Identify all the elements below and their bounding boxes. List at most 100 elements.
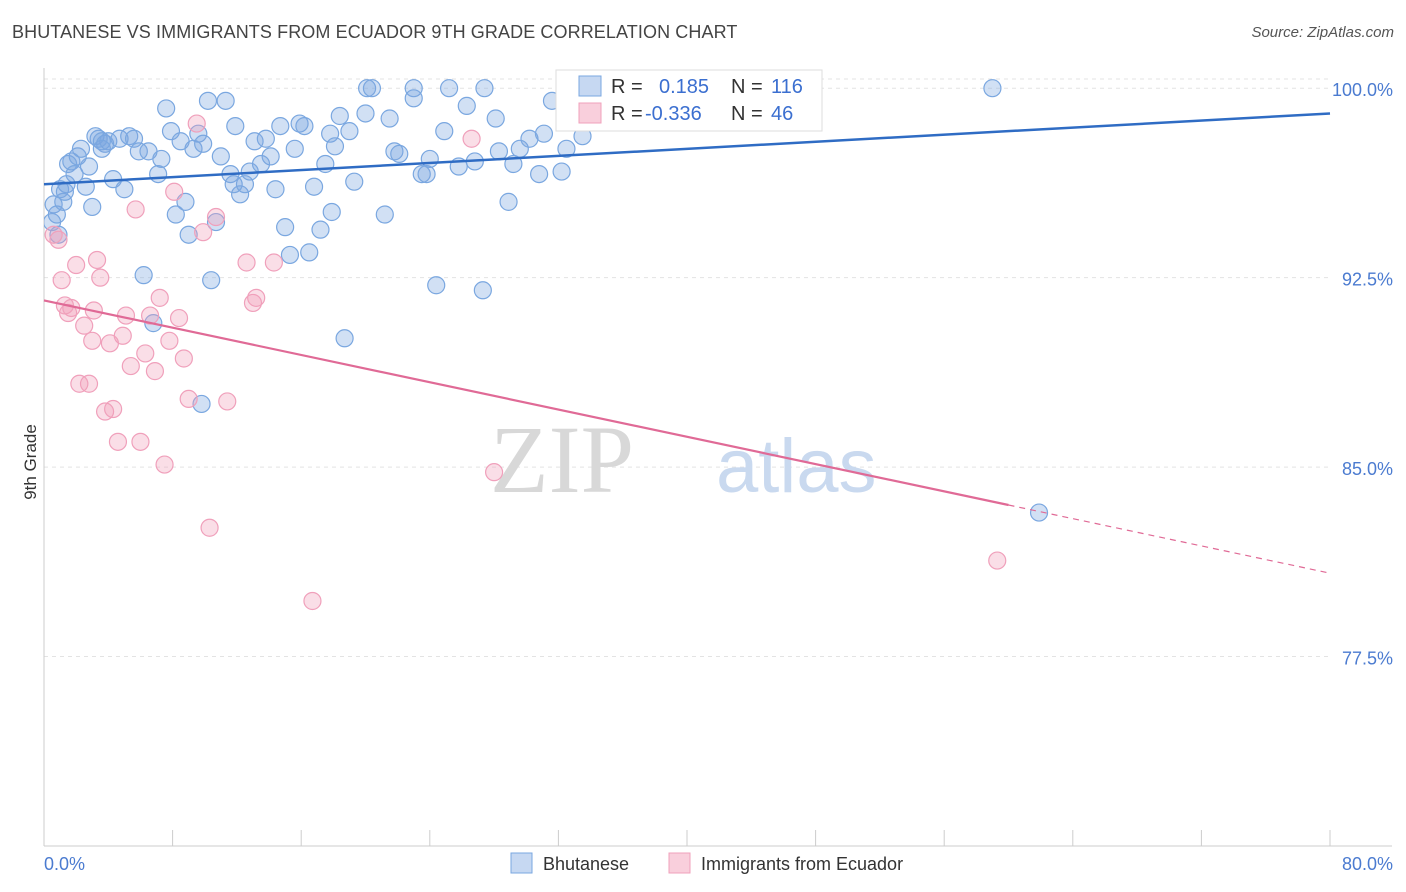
data-point <box>489 142 509 161</box>
legend-label-bhutanese: Bhutanese <box>543 854 629 874</box>
data-point <box>91 268 110 287</box>
data-point <box>261 147 280 166</box>
data-point <box>557 139 576 158</box>
data-point <box>285 139 304 158</box>
trend-line-ecuador <box>43 299 1009 507</box>
data-point <box>988 551 1007 570</box>
data-point <box>280 245 300 265</box>
bottom-legend: Bhutanese Immigrants from Ecuador <box>510 852 903 874</box>
stats-swatch-ecuador <box>578 102 602 124</box>
data-point <box>145 362 165 381</box>
data-point <box>202 271 221 290</box>
data-point <box>134 266 153 285</box>
data-point <box>99 132 118 151</box>
data-point <box>206 207 226 227</box>
data-point <box>70 374 89 393</box>
data-point <box>276 218 295 237</box>
data-point <box>439 79 459 98</box>
data-point <box>108 432 128 451</box>
data-point <box>166 205 185 224</box>
y-tick-label: 100.0% <box>1332 80 1393 100</box>
data-point <box>300 243 319 262</box>
data-point <box>187 114 206 133</box>
y-tick-labels: 100.0% 92.5% 85.0% 77.5% <box>1332 80 1393 668</box>
data-point <box>304 177 324 196</box>
data-point <box>179 225 198 244</box>
stats-n-label-2: N = <box>731 103 763 125</box>
data-point <box>473 281 492 300</box>
stats-n-label-1: N = <box>731 76 763 98</box>
y-tick-label: 92.5% <box>1342 270 1393 290</box>
data-point <box>75 316 94 335</box>
data-point <box>179 389 198 409</box>
y-tick-label: 85.0% <box>1342 459 1393 479</box>
stats-legend: R = 0.185 N = 116 R = -0.336 N = 46 <box>555 69 823 132</box>
data-point <box>322 202 341 222</box>
data-point <box>362 79 382 98</box>
data-point <box>218 392 237 411</box>
data-point <box>290 114 309 133</box>
data-point <box>174 349 193 368</box>
stats-r-value-1: 0.185 <box>659 76 709 98</box>
data-point <box>404 79 423 98</box>
legend-label-ecuador: Immigrants from Ecuador <box>701 854 903 874</box>
data-point <box>136 344 155 363</box>
points-layer <box>44 79 1049 611</box>
data-point <box>52 271 71 290</box>
data-point <box>206 212 226 232</box>
data-point <box>303 591 322 611</box>
data-point <box>194 134 213 153</box>
data-point <box>457 96 476 115</box>
y-tick-label: 77.5% <box>1342 649 1393 669</box>
data-point <box>92 132 111 151</box>
data-point <box>226 116 245 136</box>
trend-lines <box>43 112 1331 574</box>
trend-line-ecuador-extension <box>1008 504 1331 574</box>
data-point <box>520 129 539 148</box>
stats-n-value-2: 46 <box>771 103 793 125</box>
data-point <box>200 518 219 537</box>
data-point <box>71 139 91 158</box>
legend-swatch-ecuador <box>668 852 691 874</box>
data-point <box>92 139 111 158</box>
data-point <box>380 109 399 128</box>
data-point <box>104 399 123 419</box>
data-point <box>83 197 102 217</box>
data-point <box>83 331 102 350</box>
x-tick-label-min: 0.0% <box>44 854 85 874</box>
data-point <box>983 79 1002 98</box>
data-point <box>44 225 63 244</box>
data-point <box>385 142 404 161</box>
trend-line-bhutanese <box>43 112 1331 186</box>
data-point <box>485 463 504 482</box>
data-point <box>340 122 359 141</box>
data-point <box>49 225 68 244</box>
data-point <box>264 253 283 272</box>
stats-r-label-2: R = <box>611 103 643 125</box>
data-point <box>198 91 218 110</box>
data-point <box>345 172 364 191</box>
data-point <box>67 255 86 275</box>
data-point <box>121 356 140 376</box>
data-point <box>149 164 168 184</box>
data-point <box>475 79 494 98</box>
data-point <box>160 331 179 350</box>
data-point <box>417 164 436 184</box>
data-point <box>247 288 266 307</box>
data-point <box>375 205 394 224</box>
data-point <box>245 132 264 151</box>
data-point <box>129 142 148 161</box>
data-point <box>358 79 377 98</box>
data-point <box>243 293 263 313</box>
data-point <box>462 129 481 148</box>
chart-title: BHUTANESE VS IMMIGRANTS FROM ECUADOR 9TH… <box>12 22 738 42</box>
data-point <box>534 124 554 143</box>
data-point <box>216 91 235 110</box>
data-point <box>330 106 349 126</box>
data-point <box>404 89 423 108</box>
data-point <box>165 182 184 201</box>
data-point <box>325 137 345 156</box>
data-point <box>237 253 256 272</box>
data-point <box>335 329 354 348</box>
